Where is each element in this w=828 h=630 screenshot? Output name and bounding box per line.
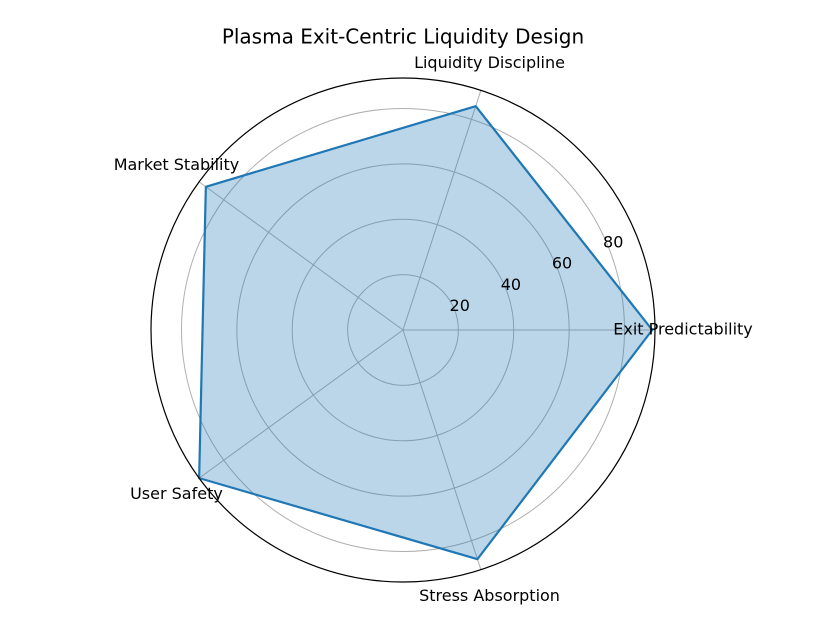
r-tick-label: 40 <box>501 275 521 294</box>
axis-label: Liquidity Discipline <box>414 53 565 72</box>
chart-title: Plasma Exit-Centric Liquidity Design <box>222 25 584 49</box>
r-tick-label: 60 <box>552 254 572 273</box>
axis-label: Stress Absorption <box>419 586 560 605</box>
grid-spoke <box>402 329 482 570</box>
axis-label: Exit Predictability <box>613 320 753 339</box>
radar-area <box>198 105 654 561</box>
grid-spoke <box>402 90 482 331</box>
axis-label: User Safety <box>130 484 223 503</box>
r-tick-label: 80 <box>603 232 623 251</box>
outer-frame <box>150 77 656 583</box>
grid-spoke <box>198 181 404 331</box>
axis-label: Market Stability <box>114 155 240 174</box>
r-tick-label: 20 <box>450 296 470 315</box>
grid-spoke <box>198 329 404 479</box>
